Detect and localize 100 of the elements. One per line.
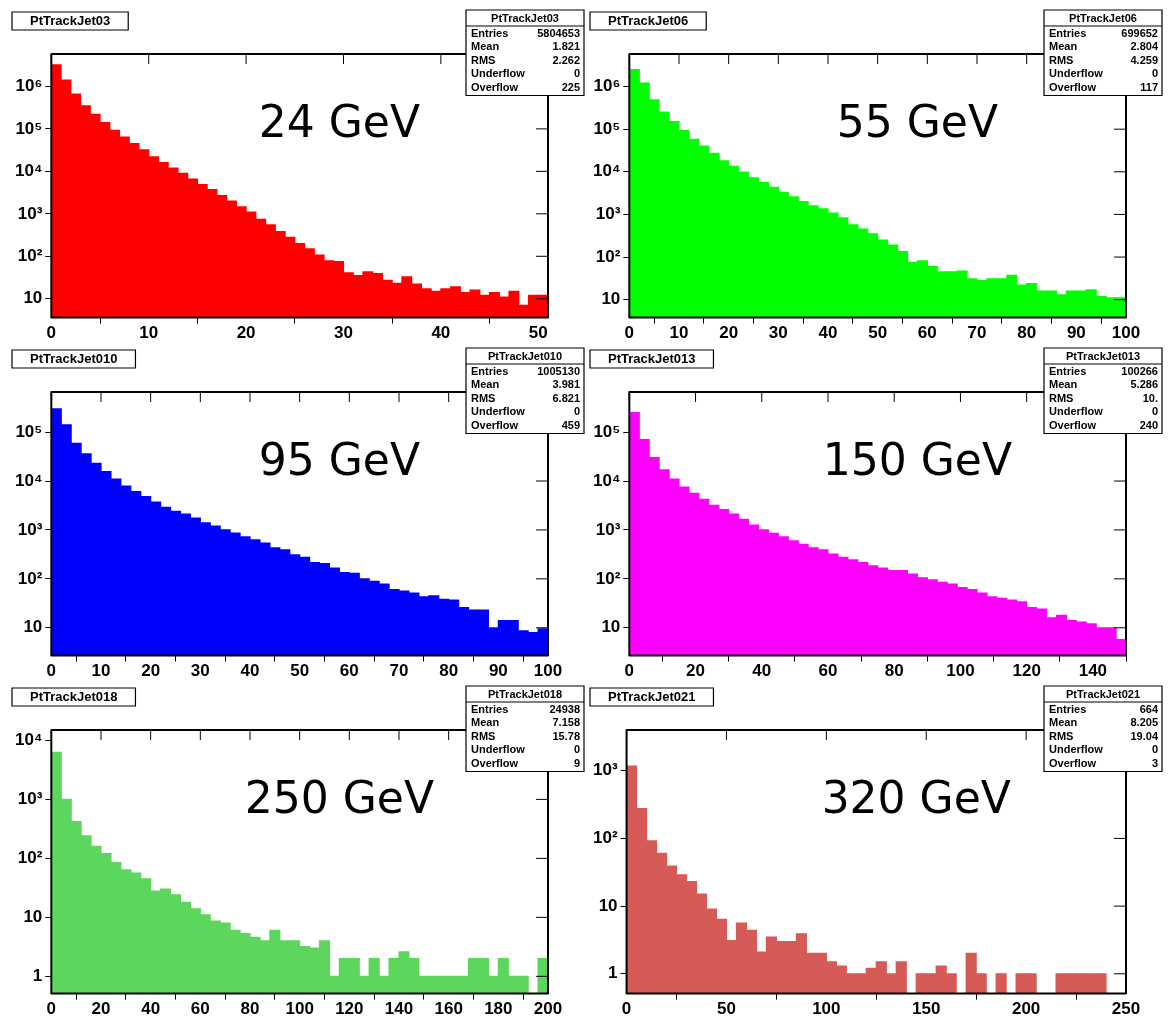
x-tick-label: 60: [917, 323, 937, 343]
text: PtTrackJet021: [1066, 687, 1140, 700]
y-tick-label: 10³: [17, 519, 43, 539]
x-tick-label: 60: [818, 661, 838, 681]
x-tick-label: 120: [1012, 661, 1041, 681]
y-tick-label: 10³: [17, 203, 43, 223]
x-tick-label: 80: [1017, 323, 1037, 343]
text: Overflow 225: [471, 80, 580, 93]
x-tick-label: 40: [752, 661, 772, 681]
y-tick-label: 10⁶: [15, 76, 43, 96]
chart-title: PtTrackJet018: [30, 689, 118, 705]
y-tick-label: 10⁴: [14, 470, 43, 490]
y-tick-label: 10⁵: [593, 421, 621, 441]
y-tick-label: 10³: [17, 789, 43, 809]
text: Mean 8.205: [1049, 716, 1158, 729]
x-tick-label: 0: [46, 323, 57, 343]
x-tick-label: 80: [240, 999, 260, 1019]
text: Overflow 240: [1049, 418, 1158, 431]
x-tick-label: 40: [240, 661, 260, 681]
text: Entries 24938: [471, 702, 580, 715]
text: Underflow 0: [1049, 67, 1158, 80]
x-tick-label: 120: [335, 999, 364, 1019]
x-tick-label: 20: [141, 661, 161, 681]
x-tick-label: 90: [488, 661, 508, 681]
x-tick-label: 30: [334, 323, 353, 343]
x-tick-label: 140: [384, 999, 414, 1019]
text: RMS 4.259: [1049, 53, 1158, 66]
x-tick-label: 80: [884, 661, 904, 681]
x-tick-label: 250: [1111, 999, 1141, 1019]
x-tick-label: 100: [533, 661, 563, 681]
x-tick-label: 50: [528, 323, 548, 343]
text: Overflow 3: [1049, 756, 1158, 769]
y-tick-label: 10⁴: [14, 161, 43, 181]
x-tick-label: 50: [290, 661, 310, 681]
x-tick-label: 200: [1011, 999, 1041, 1019]
x-tick-label: 100: [1111, 323, 1141, 343]
x-tick-label: 10: [91, 661, 111, 681]
text: Underflow 0: [1049, 405, 1158, 418]
x-tick-label: 20: [236, 323, 256, 343]
chart-title: PtTrackJet06: [607, 13, 689, 29]
chart-title: PtTrackJet010: [30, 351, 118, 367]
y-tick-label: 1: [608, 963, 618, 983]
y-tick-label: 10³: [592, 760, 618, 780]
x-tick-label: 30: [768, 323, 788, 343]
annotation: 250 GeV: [244, 771, 435, 823]
y-tick-label: 10⁴: [592, 161, 621, 181]
y-tick-label: 10: [23, 617, 43, 637]
y-tick-label: 10⁴: [14, 730, 43, 750]
annotation: 24 GeV: [258, 95, 421, 147]
text: PtTrackJet03: [491, 11, 559, 24]
y-tick-label: 10²: [595, 568, 621, 588]
text: Overflow 9: [471, 756, 580, 769]
text: RMS 19.04: [1049, 729, 1158, 742]
y-tick-label: 10²: [17, 568, 43, 588]
y-tick-label: 10: [601, 617, 621, 637]
text: PtTrackJet018: [488, 687, 562, 700]
text: RMS 6.821: [471, 391, 580, 404]
text: RMS 15.78: [471, 729, 580, 742]
x-tick-label: 60: [190, 999, 210, 1019]
text: Entries 664: [1049, 702, 1158, 715]
annotation: 320 GeV: [821, 771, 1011, 823]
x-tick-label: 20: [686, 661, 705, 681]
text: RMS 10.: [1049, 391, 1158, 404]
x-tick-label: 20: [719, 323, 739, 343]
y-tick-label: 10²: [17, 245, 43, 265]
text: Entries 699652: [1049, 26, 1158, 39]
y-tick-label: 10⁴: [592, 470, 621, 490]
chart-title: PtTrackJet021: [608, 689, 696, 705]
y-tick-label: 10: [598, 895, 618, 915]
x-tick-label: 80: [439, 661, 459, 681]
annotation: 55 GeV: [836, 95, 999, 147]
x-tick-label: 40: [818, 323, 838, 343]
y-tick-label: 10⁵: [593, 118, 621, 138]
text: Entries 100266: [1049, 364, 1158, 377]
x-tick-label: 160: [434, 999, 463, 1019]
x-tick-label: 140: [1078, 661, 1108, 681]
x-tick-label: 10: [139, 323, 159, 343]
x-tick-label: 100: [946, 661, 975, 681]
text: PtTrackJet013: [1066, 349, 1140, 362]
y-tick-label: 10²: [592, 828, 618, 848]
text: Mean 2.804: [1049, 40, 1158, 53]
x-tick-label: 40: [431, 323, 451, 343]
x-tick-label: 70: [389, 661, 409, 681]
text: PtTrackJet06: [1069, 11, 1137, 24]
y-tick-label: 10³: [595, 519, 621, 539]
x-tick-label: 0: [624, 323, 635, 343]
text: Mean 5.286: [1049, 378, 1158, 391]
x-tick-label: 10: [669, 323, 689, 343]
y-tick-label: 10: [601, 289, 621, 309]
x-tick-label: 0: [46, 999, 57, 1019]
y-tick-label: 10⁶: [593, 76, 621, 96]
text: RMS 2.262: [471, 53, 580, 66]
y-tick-label: 10⁵: [15, 421, 43, 441]
x-tick-label: 150: [912, 999, 941, 1019]
text: Overflow 117: [1049, 80, 1158, 93]
text: Underflow 0: [471, 743, 580, 756]
text: Mean 7.158: [471, 716, 580, 729]
x-tick-label: 0: [624, 661, 635, 681]
y-tick-label: 10³: [595, 204, 621, 224]
y-tick-label: 10²: [17, 848, 43, 868]
